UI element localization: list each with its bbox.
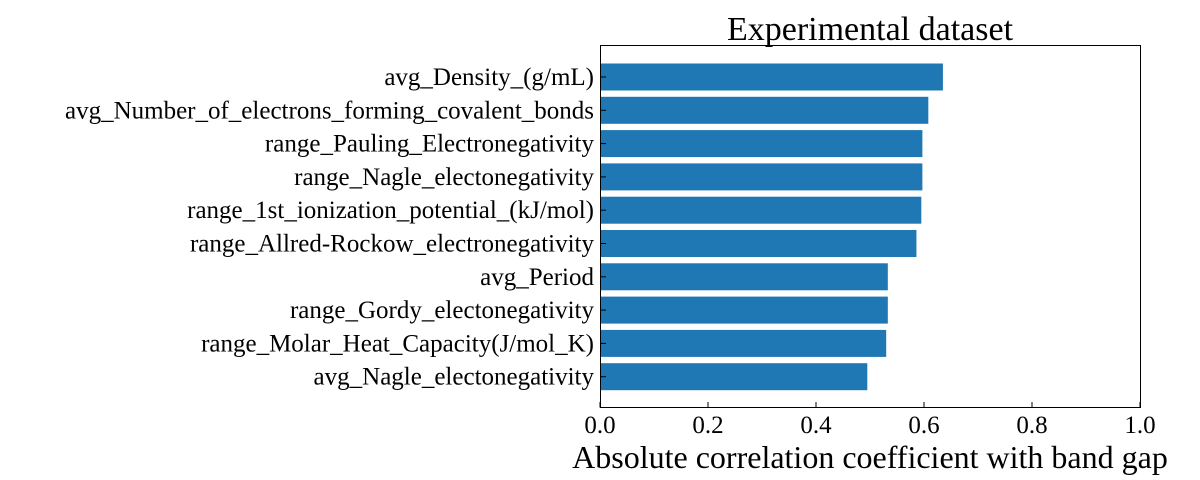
- category-labels: avg_Density_(g/mL) avg_Number_of_electron…: [65, 64, 606, 391]
- bars-group: [600, 63, 943, 391]
- category-label: range_1st_ionization_potential_(kJ/mol): [187, 197, 594, 224]
- category-label: range_Nagle_electonegativity: [294, 164, 594, 191]
- x-tick-label: 0.6: [908, 412, 939, 439]
- category-label: range_Allred-Rockow_electronegativity: [190, 231, 595, 258]
- x-tick-label: 1.0: [1124, 412, 1155, 439]
- category-label: avg_Density_(g/mL): [384, 64, 594, 91]
- bar: [600, 63, 943, 91]
- bar: [600, 96, 929, 124]
- category-label: avg_Number_of_electrons_forming_covalent…: [65, 97, 594, 124]
- bar: [600, 296, 888, 324]
- category-label: range_Pauling_Electronegativity: [265, 131, 595, 158]
- bar: [600, 263, 888, 291]
- x-axis-ticks: 0.0 0.2 0.4 0.6 0.8 1.0: [584, 402, 1156, 439]
- category-label: avg_Period: [480, 264, 594, 291]
- category-label: avg_Nagle_electonegativity: [314, 364, 595, 391]
- bar: [600, 196, 922, 224]
- bar: [600, 163, 923, 191]
- x-tick-label: 0.2: [692, 412, 723, 439]
- bar: [600, 329, 887, 357]
- x-tick-label: 0.8: [1016, 412, 1047, 439]
- x-tick-label: 0.4: [800, 412, 832, 439]
- plot-frame: [600, 45, 1141, 408]
- bar: [600, 363, 868, 391]
- x-axis-label: Absolute correlation coefficient with ba…: [572, 439, 1168, 475]
- bar: [600, 230, 917, 257]
- category-label: range_Gordy_electonegativity: [290, 297, 595, 324]
- bar: [600, 130, 923, 158]
- category-label: range_Molar_Heat_Capacity(J/mol_K): [201, 330, 594, 357]
- chart-title: Experimental dataset: [727, 11, 1014, 48]
- x-tick-label: 0.0: [584, 412, 615, 439]
